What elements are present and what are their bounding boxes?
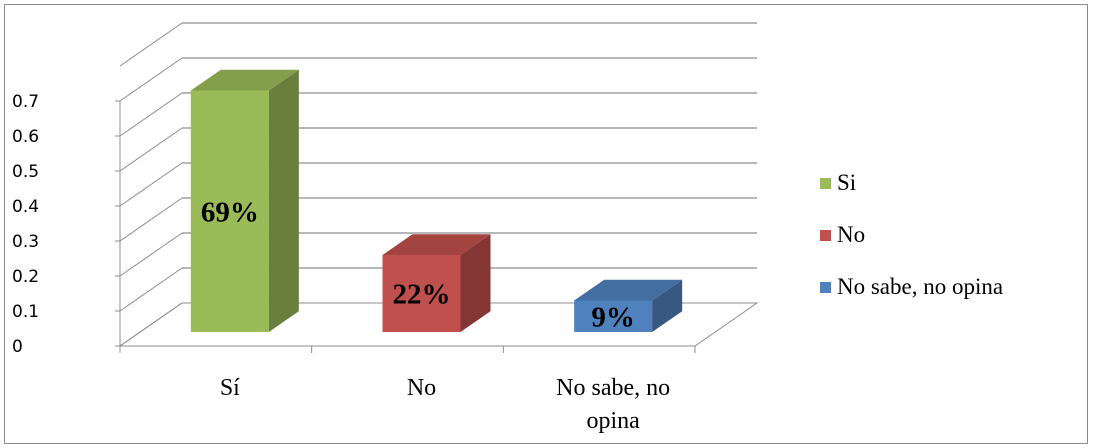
y-tick-label: 0.4 <box>12 197 39 217</box>
x-category-label: No sabe, no <box>556 375 670 401</box>
data-label: 22% <box>393 279 451 311</box>
x-category-label: Sí <box>220 375 240 401</box>
legend-swatch <box>820 282 831 293</box>
bar-side <box>460 234 491 332</box>
bar-front <box>382 255 461 332</box>
bar-top <box>574 279 683 301</box>
y-tick-label: 0.6 <box>12 127 39 147</box>
side-gridline <box>119 162 183 207</box>
y-tick-label: 0 <box>12 337 23 357</box>
bar-front <box>190 90 269 332</box>
side-gridline <box>119 232 183 277</box>
y-tick-label: 0.1 <box>12 302 39 322</box>
legend-label: No sabe, no opina <box>837 274 1003 299</box>
y-tick-label: 0.7 <box>12 92 39 112</box>
x-category-label: No <box>407 375 436 401</box>
bar-front <box>574 300 653 332</box>
side-gridline <box>119 92 183 137</box>
bar-side <box>268 69 299 333</box>
data-label: 69% <box>201 196 259 228</box>
x-category-label-line2: opina <box>587 408 641 434</box>
side-gridline <box>119 57 183 102</box>
y-tick-label: 0.2 <box>12 267 39 287</box>
side-gridline <box>119 197 183 242</box>
legend-swatch <box>820 178 831 189</box>
y-tick-label: 0.5 <box>12 162 39 182</box>
data-label: 9% <box>591 301 635 333</box>
legend-label: Si <box>837 170 856 195</box>
bar-side <box>652 279 683 332</box>
y-tick-label: 0.3 <box>12 232 39 252</box>
legend-label: No <box>837 222 865 247</box>
side-gridline <box>119 267 183 312</box>
side-gridline <box>119 127 183 172</box>
chart-frame <box>4 4 1088 444</box>
legend-swatch <box>820 230 831 241</box>
side-gridline <box>119 22 183 67</box>
bar-top <box>382 234 491 255</box>
bar-top <box>190 69 299 91</box>
